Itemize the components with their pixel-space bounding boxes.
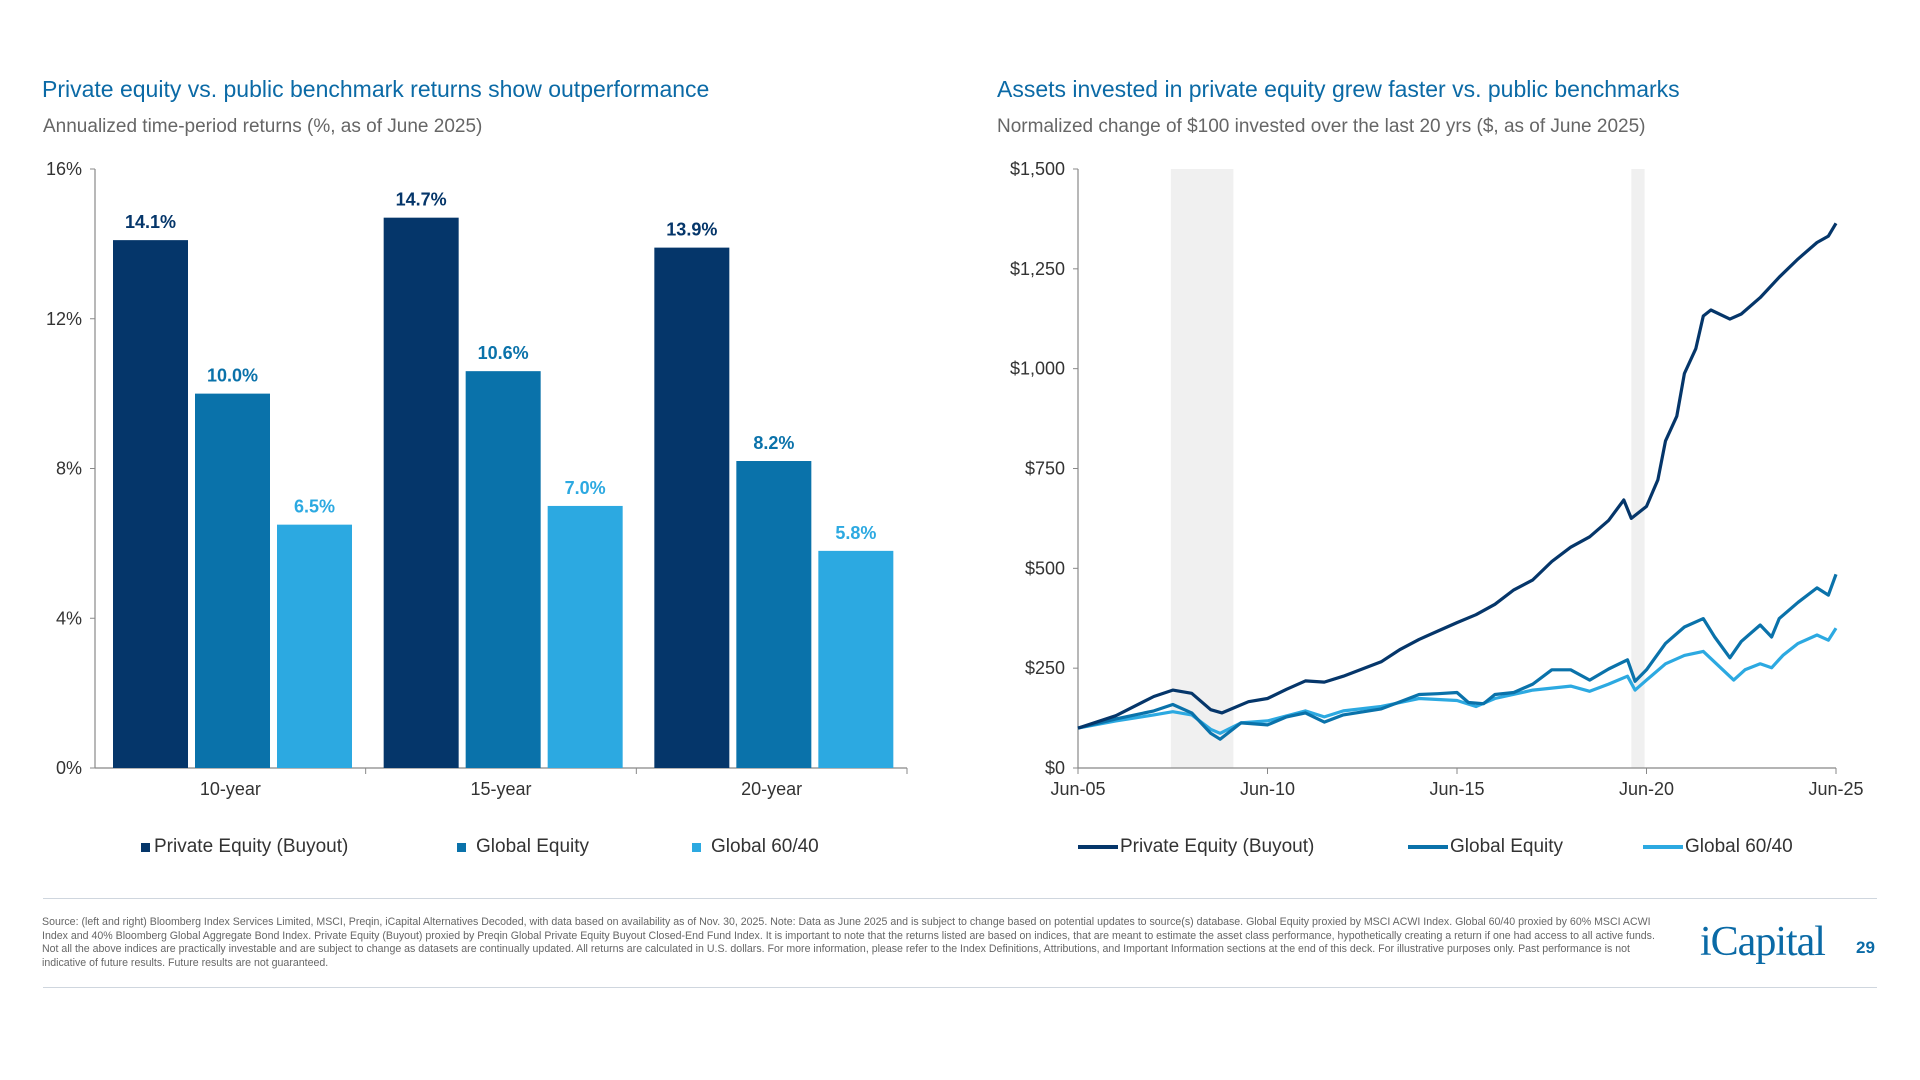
bar-data-label: 6.5% bbox=[294, 497, 335, 517]
y-tick-label: $750 bbox=[1025, 459, 1065, 479]
y-tick-label: $0 bbox=[1045, 758, 1065, 778]
legend-label: Global 60/40 bbox=[1685, 836, 1793, 857]
x-tick-label: 10-year bbox=[200, 779, 261, 799]
x-tick-label: Jun-20 bbox=[1619, 779, 1674, 799]
legend-label: Global 60/40 bbox=[711, 836, 819, 857]
bar bbox=[113, 240, 188, 769]
right-chart-title: Assets invested in private equity grew f… bbox=[997, 76, 1680, 102]
right-chart-subtitle: Normalized change of $100 invested over … bbox=[997, 116, 1646, 137]
series-line-pe bbox=[1077, 222, 1838, 730]
y-tick-label: 4% bbox=[56, 608, 82, 628]
line-chart: $0 $250 $500 $750 $1,000 $1,250 $1,500 Jun-05 Ju… bbox=[1010, 159, 1864, 799]
legend-swatch bbox=[141, 842, 150, 852]
y-tick-label: 0% bbox=[56, 758, 82, 778]
recession-shading bbox=[1170, 169, 1234, 768]
y-tick-label: 12% bbox=[46, 309, 82, 329]
legend-line bbox=[1643, 845, 1683, 849]
bar-legend-item-pe: Private Equity (Buyout) bbox=[141, 836, 348, 858]
x-tick-label: Jun-25 bbox=[1808, 779, 1863, 799]
legend-label: Global Equity bbox=[476, 836, 590, 857]
bar bbox=[654, 247, 730, 768]
bar bbox=[736, 461, 812, 768]
y-tick-label: 16% bbox=[46, 159, 82, 179]
bar-data-label: 7.0% bbox=[565, 478, 606, 498]
recession-shading bbox=[1631, 169, 1645, 768]
line-legend-item-ge: Global Equity bbox=[1408, 836, 1563, 858]
legend-swatch bbox=[692, 842, 701, 852]
bar-data-label: 14.7% bbox=[396, 190, 447, 210]
y-tick-label: $500 bbox=[1025, 558, 1065, 578]
legend-swatch bbox=[457, 842, 466, 852]
legend-line bbox=[1078, 845, 1118, 849]
bar bbox=[818, 550, 894, 768]
bar bbox=[195, 393, 270, 768]
x-tick-label: 20-year bbox=[741, 779, 802, 799]
line-legend-item-bal: Global 60/40 bbox=[1643, 836, 1793, 858]
divider-bottom bbox=[43, 987, 1877, 988]
series-line-ge bbox=[1077, 573, 1838, 741]
bar-legend-item-bal: Global 60/40 bbox=[692, 836, 819, 858]
bar bbox=[465, 371, 541, 768]
page-number: 29 bbox=[1856, 938, 1875, 957]
bar bbox=[277, 524, 352, 768]
y-tick-label: $1,250 bbox=[1010, 259, 1065, 279]
bar-data-label: 5.8% bbox=[835, 523, 876, 543]
x-tick-label: Jun-10 bbox=[1240, 779, 1295, 799]
y-tick-label: $250 bbox=[1025, 658, 1065, 678]
x-tick-label: Jun-15 bbox=[1429, 779, 1484, 799]
bar-data-label: 13.9% bbox=[666, 220, 717, 240]
legend-label: Private Equity (Buyout) bbox=[1120, 836, 1315, 857]
y-tick-label: 8% bbox=[56, 459, 82, 479]
bar bbox=[383, 217, 459, 768]
bar-data-label: 14.1% bbox=[125, 212, 176, 232]
bar-data-label: 10.6% bbox=[478, 343, 529, 363]
icapital-logo: iCapital bbox=[1700, 919, 1826, 965]
left-chart-subtitle: Annualized time-period returns (%, as of… bbox=[43, 116, 483, 137]
x-tick-label: Jun-05 bbox=[1050, 779, 1105, 799]
bar-legend-item-ge: Global Equity bbox=[457, 836, 589, 858]
bar-chart: 0% 4% 8% 12% 16% 14.1% 10.0% 6.5% 10-year 14.7% 10… bbox=[46, 159, 908, 799]
series-line-bal bbox=[1077, 627, 1838, 735]
x-tick-label: 15-year bbox=[470, 779, 531, 799]
y-tick-label: $1,500 bbox=[1010, 159, 1065, 179]
line-legend-item-pe: Private Equity (Buyout) bbox=[1078, 836, 1314, 858]
y-tick-label: $1,000 bbox=[1010, 359, 1065, 379]
footnote: Source: (left and right) Bloomberg Index… bbox=[42, 916, 1655, 969]
bar-data-label: 10.0% bbox=[207, 366, 258, 386]
bar bbox=[547, 505, 623, 768]
bar-data-label: 8.2% bbox=[753, 433, 794, 453]
legend-label: Global Equity bbox=[1450, 836, 1564, 857]
divider-top bbox=[43, 898, 1877, 899]
legend-label: Private Equity (Buyout) bbox=[154, 836, 349, 857]
legend-line bbox=[1408, 845, 1448, 849]
left-chart-title: Private equity vs. public benchmark retu… bbox=[42, 76, 710, 102]
